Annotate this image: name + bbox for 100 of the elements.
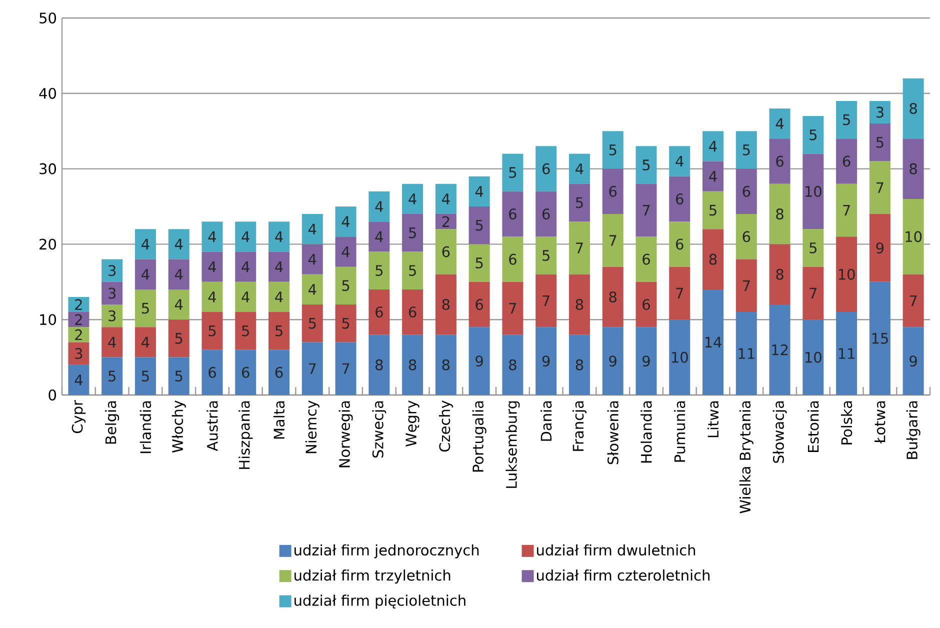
x-tick-label: Polska [840,401,852,444]
data-label: 10 [672,352,688,363]
data-label: 5 [142,370,149,382]
data-label: 3 [108,265,116,276]
bar [68,296,90,312]
data-label: 4 [208,231,216,242]
data-label: 9 [609,356,616,367]
bar [368,252,390,290]
data-label: 4 [375,201,383,212]
bar [836,312,858,395]
bar [402,214,424,252]
x-tick-label: Pumunia [674,401,686,462]
bar [202,222,223,252]
bar [702,289,724,395]
bar [468,282,490,328]
bar [836,100,858,139]
bar [769,244,790,305]
data-label: 7 [810,288,817,298]
bar [134,229,156,260]
bar [402,252,424,290]
data-label: 6 [442,246,450,258]
bar [602,327,624,395]
x-tick-label: Słowacja [772,401,787,463]
data-label: 8 [776,268,784,280]
data-label: 4 [442,194,450,204]
data-label: 8 [442,299,450,310]
x-tick-label: Estonia [808,401,819,452]
bar [502,334,524,395]
data-label: 9 [910,356,917,367]
bar [268,350,290,395]
data-label: 4 [208,292,216,302]
data-label: 4 [408,194,416,204]
data-label: 4 [275,292,283,302]
data-label: 4 [242,292,250,302]
bar [502,282,524,335]
data-label: 4 [142,269,150,280]
data-label: 4 [242,262,250,272]
data-label: 8 [376,359,383,370]
bar [636,327,657,395]
bar [68,364,90,395]
data-label: 6 [542,208,550,220]
data-label: 6 [208,366,216,378]
bar [736,168,757,214]
data-label: 9 [542,356,550,367]
bar [68,327,90,342]
data-label: 6 [742,231,750,242]
data-label: 8 [910,102,917,114]
data-label: 5 [409,265,416,276]
y-tick-label: 30 [40,163,56,174]
bar [402,289,424,335]
bar [902,327,924,395]
data-label: 4 [475,186,484,197]
data-label: 4 [576,164,584,174]
data-label: 6 [408,306,416,318]
x-tick-label: Austria [206,401,218,452]
data-label: 5 [175,370,182,382]
data-label: 5 [242,326,249,336]
bar [268,312,290,350]
data-label: 8 [576,299,584,310]
bar [335,266,356,305]
bar [102,259,123,282]
x-tick-label: Niemcy [305,400,320,454]
bar [602,266,624,328]
bar [602,214,624,267]
data-label: 2 [75,329,82,340]
data-label: 4 [74,374,82,386]
x-tick-label: Litwa [707,401,719,438]
y-tick-label: 50 [40,12,56,24]
bar [602,168,624,214]
bar [168,357,190,395]
data-label: 3 [75,348,82,360]
data-label: 7 [609,235,616,246]
data-label: 4 [776,118,784,129]
y-tick-label: 0 [48,390,56,400]
x-tick-label: Luksemburg [506,401,520,488]
bar [168,320,190,358]
bar [302,304,323,342]
data-label: 2 [442,216,450,227]
x-tick-label: Belgia [105,401,120,444]
bar [536,236,557,274]
bar [669,320,690,395]
bar [836,138,858,184]
legend-label: udział firm pięcioletnich [294,594,466,609]
bar [435,184,456,214]
data-label: 4 [709,140,717,152]
bar [268,252,290,282]
bar [102,304,123,328]
data-label: 5 [108,370,116,382]
data-label: 5 [810,129,816,140]
bar [602,131,624,169]
bar [702,161,724,192]
data-label: 6 [776,156,784,167]
bar [335,342,356,395]
data-label: 6 [642,299,650,310]
bar [68,312,90,328]
data-label: 7 [342,363,350,374]
data-label: 7 [642,204,650,216]
bar [636,282,657,328]
y-tick-label: 20 [40,238,56,250]
data-label: 10 [806,186,822,197]
